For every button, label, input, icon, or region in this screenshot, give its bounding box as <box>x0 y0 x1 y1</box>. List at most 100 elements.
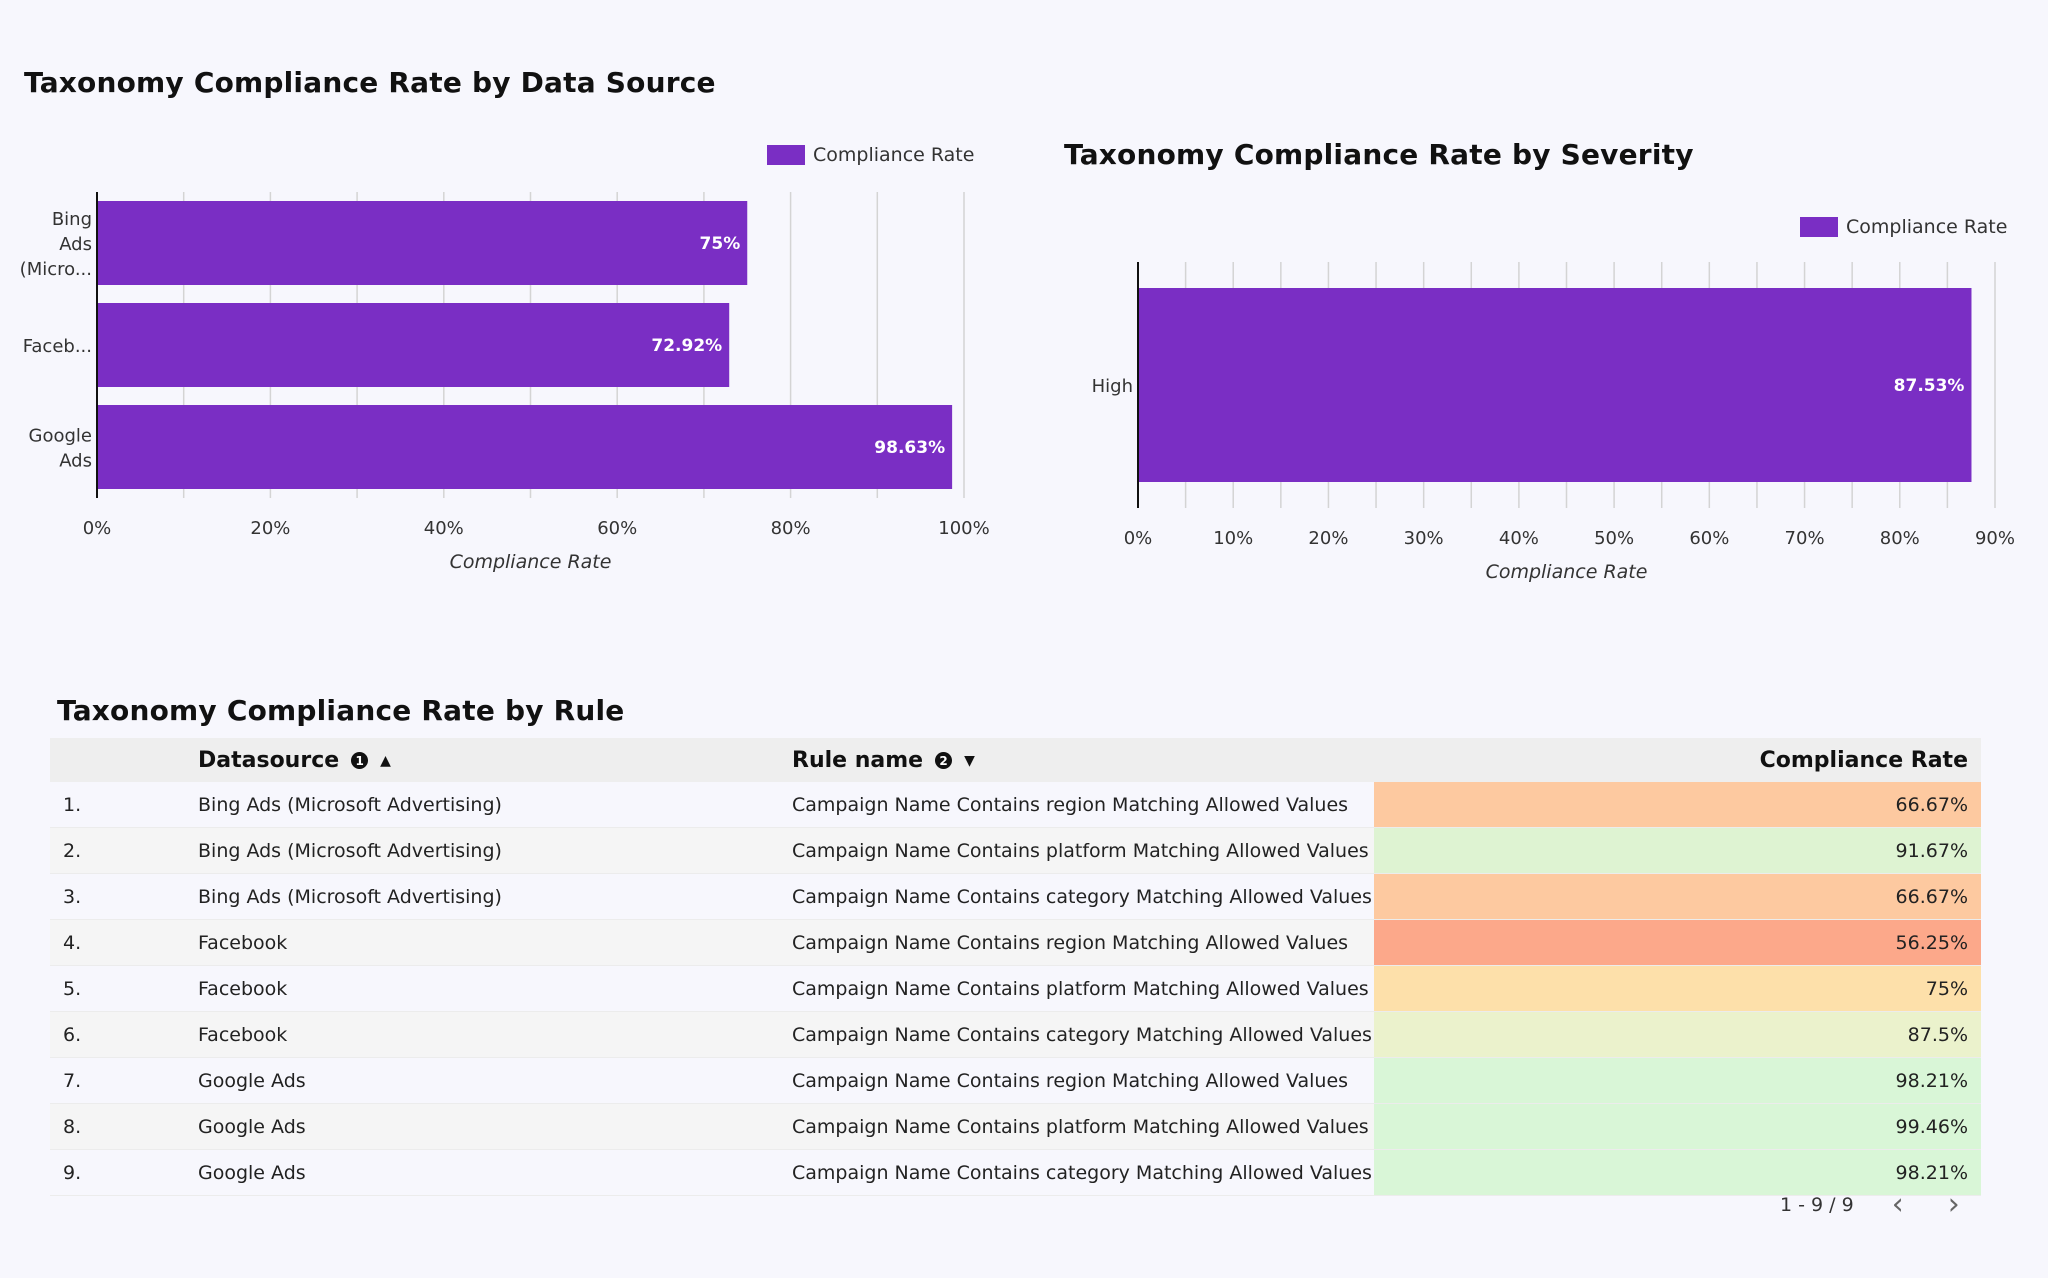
x-tick-label: 10% <box>1213 528 1253 549</box>
compliance-rule-table: Datasource 1 ▲ Rule name 2 ▼ Compliance Rate… <box>50 738 1981 1196</box>
row-index: 3. <box>63 885 82 908</box>
x-axis-title: Compliance Rate <box>450 551 612 573</box>
table-row[interactable]: 8. Google Ads Campaign Name Contains platf… <box>50 1104 1981 1150</box>
row-datasource: Google Ads <box>198 1069 306 1092</box>
row-rule-name: Campaign Name Contains category Matching… <box>792 1161 1372 1184</box>
x-tick-label: 0% <box>1124 528 1153 549</box>
bar <box>1138 288 1972 482</box>
table-row[interactable]: 5. Facebook Campaign Name Contains platfor… <box>50 966 1981 1012</box>
table-row[interactable]: 4. Facebook Campaign Name Contains region … <box>50 920 1981 966</box>
x-tick-label: 20% <box>250 518 290 539</box>
row-index: 7. <box>63 1069 82 1092</box>
x-tick-label: 40% <box>424 518 464 539</box>
header-rule-label: Rule name <box>792 747 924 773</box>
row-compliance-rate: 99.46% <box>1374 1104 1981 1149</box>
category-label: High <box>1092 376 1133 397</box>
table-header: Datasource 1 ▲ Rule name 2 ▼ Compliance Rate <box>50 738 1981 782</box>
chart-compliance-by-severity: 87.53% High 0% 10% 20% 30% 40% 50% 60% 70% 80% 90% C… <box>1092 262 2015 583</box>
header-datasource[interactable]: Datasource 1 ▲ <box>198 748 792 773</box>
category-label: Ads <box>59 234 92 255</box>
row-compliance-rate: 91.67% <box>1374 828 1981 873</box>
x-axis-title: Compliance Rate <box>1486 561 1648 583</box>
legend-swatch <box>1800 217 1838 237</box>
pagination-range: 1 - 9 / 9 <box>1780 1194 1854 1216</box>
header-compliance-rate[interactable]: Compliance Rate <box>1759 747 1968 773</box>
row-datasource: Google Ads <box>198 1161 306 1184</box>
chart-title-data-source: Taxonomy Compliance Rate by Data Source <box>24 66 716 99</box>
row-index: 6. <box>63 1023 82 1046</box>
x-tick-label: 60% <box>597 518 637 539</box>
x-tick-label: 90% <box>1975 528 2015 549</box>
chart-title-severity: Taxonomy Compliance Rate by Severity <box>1064 138 1694 171</box>
table-row[interactable]: 3. Bing Ads (Microsoft Advertising) Campai… <box>50 874 1981 920</box>
data-label: 98.63% <box>874 438 945 458</box>
row-compliance-rate: 56.25% <box>1374 920 1981 965</box>
chevron-right-icon[interactable]: › <box>1947 1187 1960 1222</box>
x-tick-label: 80% <box>1880 528 1920 549</box>
row-index: 5. <box>63 977 82 1000</box>
row-index: 1. <box>63 793 82 816</box>
legend-label: Compliance Rate <box>813 144 975 166</box>
category-label: Faceb... <box>23 336 92 357</box>
x-tick-label: 60% <box>1689 528 1729 549</box>
row-datasource: Facebook <box>198 977 288 1000</box>
row-compliance-rate: 75% <box>1374 966 1981 1011</box>
chart-compliance-by-data-source: 75% Bing Ads (Micro... 72.92% Faceb... 98.63% G… <box>20 192 990 573</box>
table-row[interactable]: 1. Bing Ads (Microsoft Advertising) Campai… <box>50 782 1981 828</box>
row-rule-name: Campaign Name Contains category Matching… <box>792 1023 1372 1046</box>
table-row[interactable]: 7. Google Ads Campaign Name Contains regio… <box>50 1058 1981 1104</box>
row-index: 4. <box>63 931 82 954</box>
row-datasource: Bing Ads (Microsoft Advertising) <box>198 885 502 908</box>
row-rule-name: Campaign Name Contains region Matching A… <box>792 1069 1349 1092</box>
row-rule-name: Campaign Name Contains region Matching A… <box>792 793 1349 816</box>
row-index: 2. <box>63 839 82 862</box>
row-index: 9. <box>63 1161 82 1184</box>
row-compliance-rate: 98.21% <box>1374 1150 1981 1195</box>
row-compliance-rate: 87.5% <box>1374 1012 1981 1057</box>
sort-order-badge: 1 <box>351 752 369 769</box>
row-rule-name: Campaign Name Contains category Matching… <box>792 885 1372 908</box>
table-row[interactable]: 2. Bing Ads (Microsoft Advertising) Campai… <box>50 828 1981 874</box>
x-tick-label: 30% <box>1404 528 1444 549</box>
legend-label: Compliance Rate <box>1846 216 2008 238</box>
header-datasource-label: Datasource <box>198 747 340 773</box>
sort-descending-icon[interactable]: ▼ <box>964 752 975 769</box>
row-compliance-rate: 98.21% <box>1374 1058 1981 1103</box>
x-tick-label: 50% <box>1594 528 1634 549</box>
row-rule-name: Campaign Name Contains platform Matching… <box>792 839 1369 862</box>
row-rule-name: Campaign Name Contains platform Matching… <box>792 1115 1369 1138</box>
data-label: 75% <box>700 234 741 254</box>
sort-ascending-icon[interactable]: ▲ <box>380 752 391 769</box>
row-index: 8. <box>63 1115 82 1138</box>
category-label: (Micro... <box>20 259 92 280</box>
category-label: Ads <box>59 451 92 472</box>
bar <box>97 201 748 285</box>
chevron-left-icon[interactable]: ‹ <box>1891 1187 1904 1222</box>
row-rule-name: Campaign Name Contains region Matching A… <box>792 931 1349 954</box>
sort-order-badge: 2 <box>935 752 953 769</box>
legend-swatch <box>767 145 805 165</box>
chart-legend-data-source[interactable]: Compliance Rate <box>767 144 974 166</box>
table-row[interactable]: 6. Facebook Campaign Name Contains categor… <box>50 1012 1981 1058</box>
x-tick-label: 40% <box>1499 528 1539 549</box>
x-tick-label: 70% <box>1785 528 1825 549</box>
category-label: Google <box>29 426 92 447</box>
pagination: 1 - 9 / 9 ‹ › <box>1780 1190 1960 1220</box>
row-datasource: Facebook <box>198 931 288 954</box>
table-body: 1. Bing Ads (Microsoft Advertising) Campai… <box>50 782 1981 1196</box>
category-label: Bing <box>52 209 92 230</box>
x-tick-label: 80% <box>771 518 811 539</box>
data-label: 87.53% <box>1894 376 1965 396</box>
row-rule-name: Campaign Name Contains platform Matching… <box>792 977 1369 1000</box>
data-label: 72.92% <box>651 336 722 356</box>
row-datasource: Bing Ads (Microsoft Advertising) <box>198 839 502 862</box>
table-row[interactable]: 9. Google Ads Campaign Name Contains categ… <box>50 1150 1981 1196</box>
bar <box>97 303 730 387</box>
x-tick-label: 100% <box>938 518 989 539</box>
header-rule-name[interactable]: Rule name 2 ▼ <box>792 748 1374 773</box>
row-datasource: Google Ads <box>198 1115 306 1138</box>
row-datasource: Facebook <box>198 1023 288 1046</box>
bar <box>97 405 953 489</box>
chart-legend-severity[interactable]: Compliance Rate <box>1800 216 2007 238</box>
row-datasource: Bing Ads (Microsoft Advertising) <box>198 793 502 816</box>
